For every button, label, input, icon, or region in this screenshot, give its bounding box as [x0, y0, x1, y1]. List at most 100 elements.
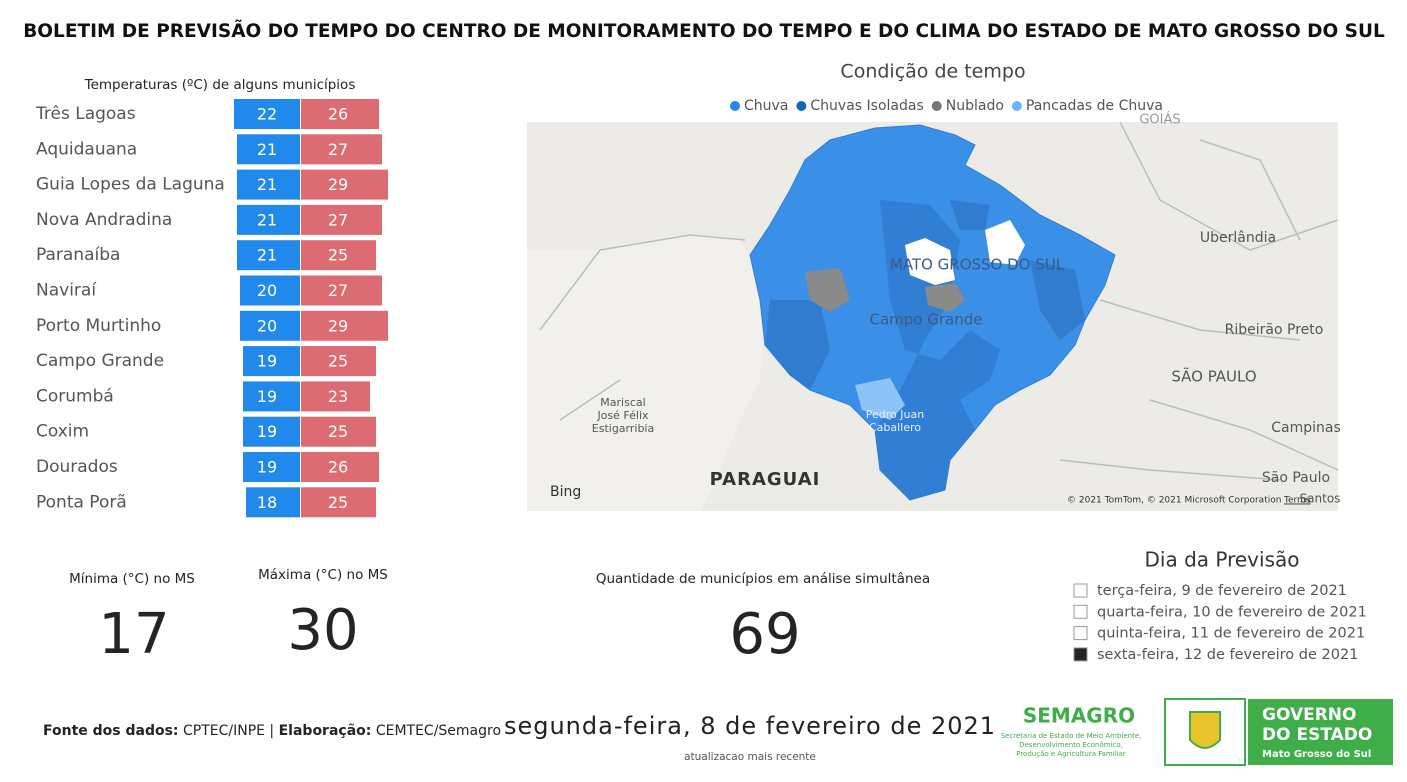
bar [301, 240, 376, 271]
map-region [527, 235, 765, 511]
slicer-item[interactable]: terça-feira, 9 de fevereiro de 2021 [1097, 583, 1347, 599]
slicer-item[interactable]: quinta-feira, 11 de fevereiro de 2021 [1097, 626, 1365, 642]
value-label: 27 [328, 210, 348, 229]
bar [301, 275, 382, 306]
checkbox[interactable] [1073, 647, 1088, 662]
bar [301, 169, 388, 200]
card-label: Quantidade de municípios em análise simu… [596, 571, 930, 587]
category-label: Campo Grande [36, 351, 164, 371]
category-label: Três Lagoas [35, 104, 136, 124]
legend-swatch [730, 101, 740, 111]
card-value: 69 [729, 602, 800, 667]
value-label: 20 [257, 281, 277, 300]
map-label: Ribeirão Preto [1225, 322, 1324, 338]
card-label: Máxima (°C) no MS [258, 567, 388, 583]
card-value: 30 [287, 598, 358, 663]
category-label: Naviraí [36, 281, 97, 301]
checkbox[interactable] [1073, 583, 1088, 598]
map-label: GOIÁS [1139, 112, 1180, 128]
value-label: 19 [257, 422, 277, 441]
bar [237, 204, 300, 235]
bar [301, 487, 376, 518]
bar [243, 381, 300, 412]
category-label: Aquidauana [36, 139, 137, 159]
legend-swatch [931, 101, 942, 111]
slicer-title: Dia da Previsão [1145, 548, 1300, 572]
chart-title: Temperaturas (ºC) de alguns municípios [84, 77, 356, 93]
bar [301, 204, 382, 235]
map-label: Campinas [1271, 420, 1341, 436]
value-label: 22 [257, 105, 277, 124]
region-nublado [805, 268, 965, 312]
region-none [905, 220, 1025, 285]
legend-label: Chuva [744, 98, 788, 114]
source-text: CEMTEC/Semagro [376, 723, 501, 739]
slicer-item[interactable]: sexta-feira, 12 de fevereiro de 2021 [1097, 647, 1358, 663]
date-caption: atualizacao mais recente [684, 751, 816, 763]
value-label: 25 [328, 246, 348, 265]
page-title: BOLETIM DE PREVISÃO DO TEMPO DO CENTRO D… [23, 19, 1385, 42]
category-label: Porto Murtinho [36, 316, 161, 336]
value-label: 21 [257, 175, 277, 194]
semagro-line: Secretaria de Estado de Meio Ambiente, [1001, 732, 1142, 740]
semagro-line: Produção e Agricultura Familiar [1016, 750, 1126, 758]
legend-label: Chuvas Isoladas [810, 98, 923, 114]
map-label: PARAGUAI [710, 469, 821, 490]
map-label: Campo Grande [870, 311, 983, 329]
emblem [1189, 711, 1221, 749]
value-label: 25 [328, 422, 348, 441]
value-label: 19 [257, 352, 277, 371]
checkbox[interactable] [1073, 604, 1088, 619]
value-label: 29 [328, 316, 348, 335]
map-title: Condição de tempo [840, 61, 1025, 83]
value-label: 21 [257, 140, 277, 159]
footer-source: Fonte dos dados: CPTEC/INPE | Elaboração… [43, 723, 501, 739]
card-label: Mínima (°C) no MS [69, 571, 195, 587]
category-label: Dourados [36, 457, 118, 477]
semagro-line: Desenvolvimento Econômico, [1019, 741, 1123, 749]
value-label: 25 [328, 352, 348, 371]
slicer-item[interactable]: quarta-feira, 10 de fevereiro de 2021 [1097, 604, 1367, 620]
value-label: 20 [257, 316, 277, 335]
region-isoladas [765, 200, 1085, 390]
map-label: Mariscal [600, 396, 645, 409]
bar [237, 134, 300, 165]
report-date: segunda-feira, 8 de fevereiro de 2021 [504, 712, 996, 740]
map-label: José Félix [596, 409, 649, 422]
value-label: 27 [328, 281, 348, 300]
card-value: 17 [98, 602, 169, 667]
category-label: Paranaíba [36, 245, 120, 265]
map: GOIÁS Uberlândia MATO GROSSO DO SUL Camp… [527, 112, 1341, 511]
source-text: CPTEC/INPE | [183, 723, 274, 739]
governo-line: Mato Grosso do Sul [1262, 749, 1371, 760]
category-label: Coxim [36, 422, 89, 442]
category-label: Corumbá [36, 386, 114, 406]
value-label: 26 [328, 105, 348, 124]
bar [240, 310, 300, 341]
value-label: 19 [257, 458, 277, 477]
bar [243, 452, 300, 482]
source-label: Fonte dos dados: [43, 723, 179, 739]
bar [240, 275, 300, 306]
governo-box [1248, 699, 1393, 765]
bar [301, 452, 379, 482]
category-label: Guia Lopes da Laguna [36, 175, 225, 195]
slicer: terça-feira, 9 de fevereiro de 2021 quart… [1073, 583, 1367, 663]
bar [243, 416, 300, 447]
source-label: Elaboração: [279, 723, 372, 739]
category-label: Nova Andradina [36, 210, 172, 230]
governo-line: GOVERNO [1262, 705, 1357, 725]
semagro-logo: SEMAGRO [1023, 704, 1135, 728]
map-label: Caballero [869, 421, 921, 434]
value-label: 19 [257, 387, 277, 406]
map-terms[interactable]: Terms [1283, 496, 1311, 506]
value-label: 25 [328, 493, 348, 512]
bar [301, 416, 376, 447]
map-label: Uberlândia [1200, 230, 1276, 246]
governo-line: DO ESTADO [1262, 725, 1372, 745]
value-label: 18 [257, 493, 277, 512]
bar [301, 381, 370, 412]
bar [301, 346, 376, 377]
checkbox[interactable] [1073, 626, 1088, 641]
